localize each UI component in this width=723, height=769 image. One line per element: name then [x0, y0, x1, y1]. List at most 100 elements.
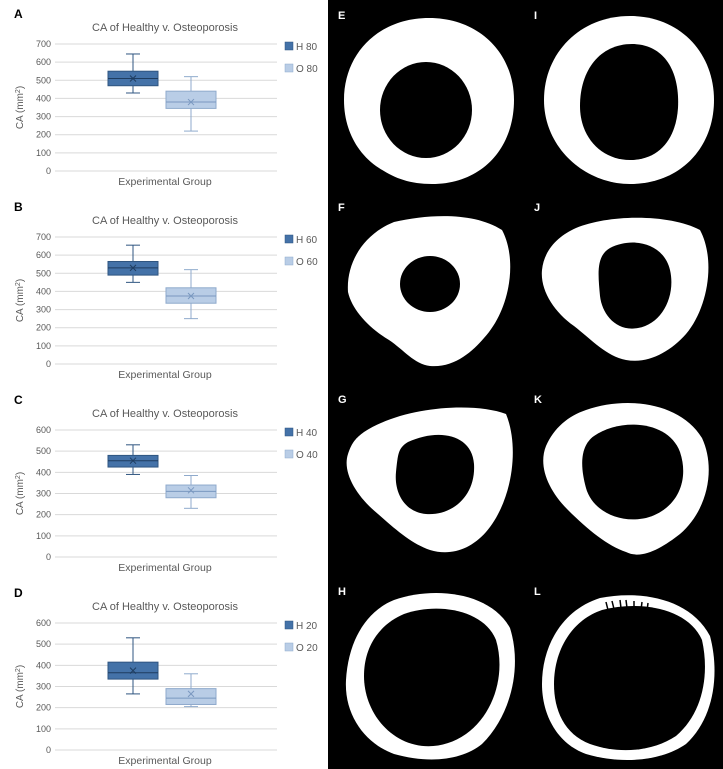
y-tick-label: 0 [46, 552, 51, 562]
legend-swatch [284, 427, 294, 437]
legend-label: O 40 [296, 450, 318, 461]
x-axis-label: Experimental Group [118, 755, 212, 767]
y-tick-label: 100 [36, 148, 51, 158]
y-axis-label-main: CA (mm [15, 479, 26, 515]
mean-marker [129, 264, 137, 272]
y-axis-label-sup: 2 [15, 282, 22, 286]
chart-title: CA of Healthy v. Osteoporosis [92, 22, 238, 34]
chart-panel-c: C CA of Healthy v. Osteoporosis 0 100 200 300… [0, 386, 328, 574]
y-tick-label: 300 [36, 112, 51, 122]
panel-letter: D [14, 586, 23, 600]
panel-label-k: K [534, 394, 542, 406]
bone-panel-f: F [334, 200, 524, 384]
y-tick-label: 100 [36, 724, 51, 734]
y-tick-label: 0 [46, 359, 51, 369]
box-plot-b: B CA of Healthy v. Osteoporosis 0 100 200 300… [14, 200, 318, 381]
bone-panel-k: K [530, 392, 720, 576]
legend-swatch [284, 63, 294, 73]
chart-panel-a: A CA of Healthy v. Osteoporosis 0 100 200 300… [0, 0, 328, 188]
y-tick-label: 600 [36, 57, 51, 67]
panel-letter: C [14, 393, 23, 407]
panel-letter: A [14, 7, 23, 21]
y-tick-label: 500 [36, 639, 51, 649]
y-tick-label: 300 [36, 489, 51, 499]
y-axis-label: CA (mm2) [15, 665, 27, 708]
legend-label: H 80 [296, 42, 318, 53]
y-tick-label: 100 [36, 341, 51, 351]
bone-panel-h: H [334, 584, 524, 768]
box-series-2 [165, 475, 217, 509]
legend-label: O 20 [296, 643, 318, 654]
y-tick-label: 200 [36, 130, 51, 140]
y-tick-label: 200 [36, 703, 51, 713]
y-tick-label: 400 [36, 660, 51, 670]
y-tick-label: 500 [36, 75, 51, 85]
y-axis-label-end: ) [15, 86, 26, 89]
y-axis-label-sup: 2 [15, 668, 22, 672]
box-iqr [165, 90, 217, 109]
mean-marker [129, 667, 137, 674]
y-tick-label: 600 [36, 250, 51, 260]
panel-label-l: L [534, 586, 541, 598]
bone-cross-section-h [345, 593, 515, 760]
box-series-1 [107, 444, 159, 475]
y-axis-label-end: ) [15, 472, 26, 475]
chart-column: A CA of Healthy v. Osteoporosis 0 100 200 300… [0, 0, 328, 769]
chart-title: CA of Healthy v. Osteoporosis [92, 215, 238, 227]
y-tick-label: 400 [36, 286, 51, 296]
x-axis-label: Experimental Group [118, 176, 212, 188]
box-series-2 [165, 76, 217, 132]
bone-cross-section-f [347, 216, 511, 367]
y-axis-label: CA (mm2) [15, 86, 27, 129]
panel-label-f: F [338, 202, 345, 214]
y-axis-label-main: CA (mm [15, 672, 26, 708]
chart-panel-b: B CA of Healthy v. Osteoporosis 0 100 200 300… [0, 193, 328, 381]
box-series-1 [107, 53, 159, 94]
y-tick-label: 200 [36, 510, 51, 520]
bone-image-grid: E I F J G K [328, 0, 723, 769]
bone-cross-section-k [543, 403, 709, 555]
bone-cross-section-e [344, 18, 514, 184]
box-plot-d: D CA of Healthy v. Osteoporosis 0 100 200 300… [14, 586, 318, 767]
box-series-2 [165, 269, 217, 320]
x-axis-label: Experimental Group [118, 369, 212, 381]
box-iqr [165, 688, 217, 705]
bone-cross-section-j [541, 217, 709, 361]
bone-cross-section-l [542, 595, 715, 760]
x-axis-label: Experimental Group [118, 562, 212, 574]
y-tick-label: 500 [36, 446, 51, 456]
chart-panel-d: D CA of Healthy v. Osteoporosis 0 100 200 300… [0, 579, 328, 767]
box-plot-a: A CA of Healthy v. Osteoporosis 0 100 200 300… [14, 7, 318, 188]
panel-label-e: E [338, 10, 346, 22]
chart-title: CA of Healthy v. Osteoporosis [92, 601, 238, 613]
bone-panel-e: E [334, 8, 524, 192]
y-tick-label: 700 [36, 232, 51, 242]
y-axis-label-sup: 2 [15, 89, 22, 93]
y-tick-label: 200 [36, 323, 51, 333]
y-axis-label-sup: 2 [15, 475, 22, 479]
box-series-1 [107, 637, 159, 695]
y-tick-label: 0 [46, 745, 51, 755]
legend-label: H 40 [296, 428, 318, 439]
y-tick-label: 300 [36, 682, 51, 692]
panel-letter: B [14, 200, 23, 214]
legend-label: H 60 [296, 235, 318, 246]
y-axis-label-main: CA (mm [15, 286, 26, 322]
mean-marker [129, 457, 137, 465]
legend-swatch [284, 620, 294, 630]
y-tick-label: 100 [36, 531, 51, 541]
y-tick-label: 500 [36, 268, 51, 278]
box-plot-c: C CA of Healthy v. Osteoporosis 0 100 200 300… [14, 393, 318, 574]
bone-panel-g: G [334, 392, 524, 576]
y-tick-label: 700 [36, 39, 51, 49]
mean-marker [187, 292, 195, 300]
legend-label: O 60 [296, 257, 318, 268]
box-series-1 [107, 244, 159, 283]
mean-marker [129, 75, 137, 82]
y-axis-label: CA (mm2) [15, 472, 27, 515]
panel-label-g: G [338, 394, 347, 406]
panel-label-i: I [534, 10, 538, 22]
legend-swatch [284, 449, 294, 459]
legend-label: H 20 [296, 621, 318, 632]
legend-swatch [284, 256, 294, 266]
